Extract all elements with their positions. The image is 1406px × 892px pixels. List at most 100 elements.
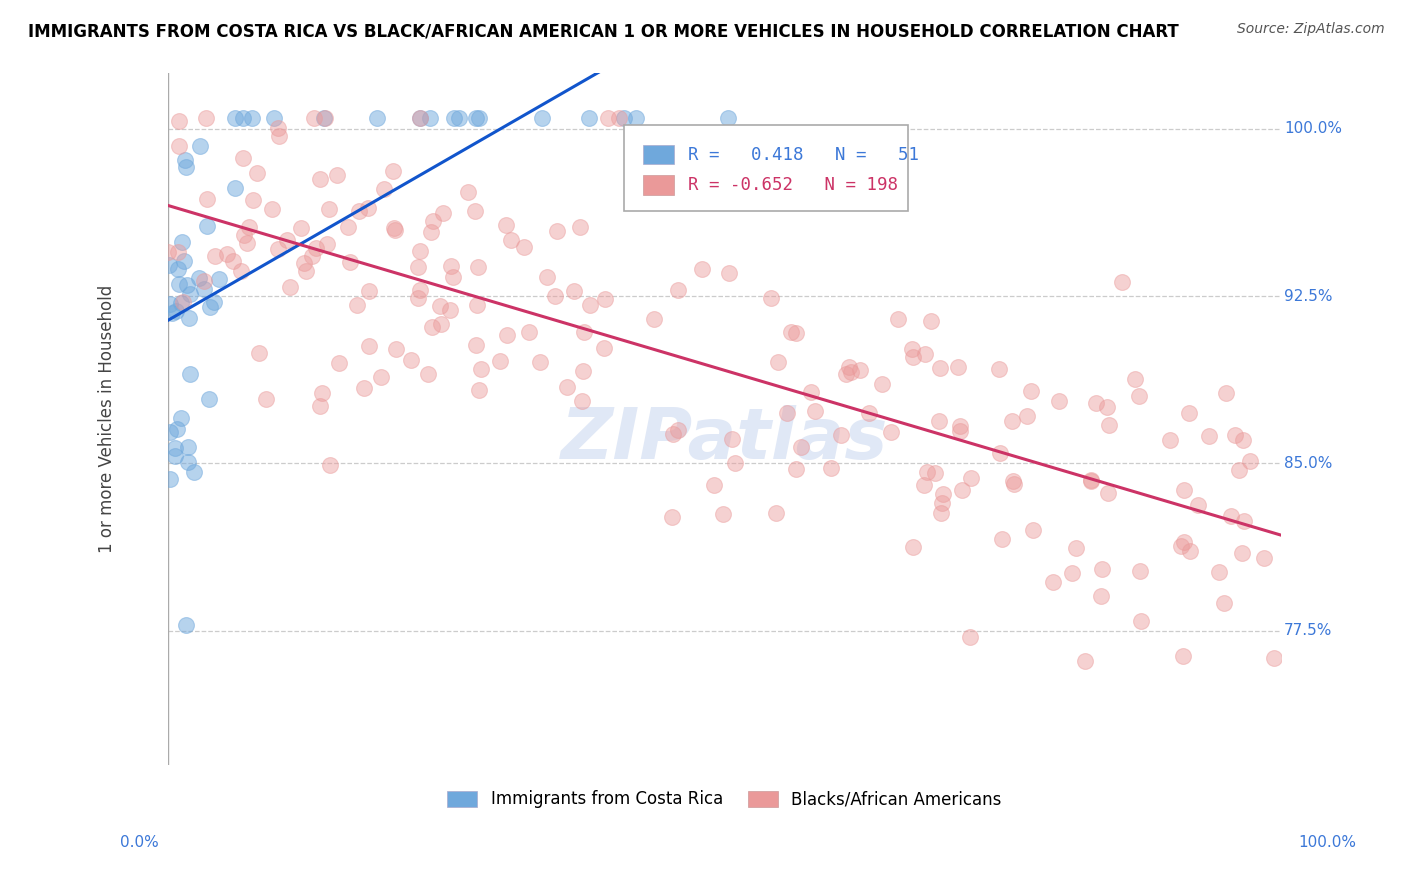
Point xyxy=(267,129,290,144)
Point xyxy=(959,630,981,644)
Point xyxy=(167,277,190,292)
Point xyxy=(314,111,336,125)
Point xyxy=(179,287,201,301)
Point xyxy=(311,385,333,400)
Point xyxy=(457,185,479,199)
Point xyxy=(1091,562,1114,576)
Point xyxy=(572,363,595,377)
Point xyxy=(1212,596,1234,610)
Point xyxy=(593,341,616,355)
Point xyxy=(439,303,461,318)
Point xyxy=(1159,434,1181,448)
Point xyxy=(501,233,523,247)
Point xyxy=(1002,474,1025,488)
Point xyxy=(555,380,578,394)
Point xyxy=(247,346,270,360)
Point xyxy=(238,219,260,234)
Point xyxy=(418,367,440,381)
Point xyxy=(901,351,924,365)
Point xyxy=(952,483,974,498)
Point xyxy=(1178,544,1201,558)
Point xyxy=(1074,653,1097,667)
Point xyxy=(946,359,969,374)
Point xyxy=(661,426,683,441)
Point xyxy=(172,294,194,309)
Point xyxy=(316,236,339,251)
Point xyxy=(1019,384,1042,398)
Point xyxy=(1084,396,1107,410)
Point xyxy=(562,284,585,298)
Point xyxy=(357,339,380,353)
Bar xyxy=(643,145,675,164)
Point xyxy=(195,192,218,206)
Point xyxy=(318,202,340,216)
Point xyxy=(574,325,596,339)
Point xyxy=(193,274,215,288)
Point xyxy=(236,236,259,251)
Point xyxy=(419,111,441,125)
Point xyxy=(1080,473,1102,487)
Point xyxy=(949,419,972,434)
Point xyxy=(167,139,190,153)
Point xyxy=(336,220,359,235)
Point xyxy=(385,342,408,356)
Point xyxy=(1171,648,1194,663)
Point xyxy=(200,300,222,314)
Point xyxy=(301,249,323,263)
Point xyxy=(176,440,198,454)
Point xyxy=(1253,551,1275,566)
Point xyxy=(295,264,318,278)
Text: 77.5%: 77.5% xyxy=(1284,624,1333,638)
Point xyxy=(163,441,186,455)
Point xyxy=(489,353,512,368)
Text: 85.0%: 85.0% xyxy=(1284,456,1333,471)
Point xyxy=(309,399,332,413)
Bar xyxy=(643,176,675,194)
Point xyxy=(718,266,741,280)
Point xyxy=(409,244,432,259)
Point xyxy=(159,472,181,486)
Point xyxy=(432,206,454,220)
Point xyxy=(276,233,298,247)
Point xyxy=(643,311,665,326)
Point xyxy=(170,296,193,310)
Point xyxy=(830,428,852,442)
Point xyxy=(834,367,856,381)
Point xyxy=(240,111,263,125)
Point xyxy=(366,111,388,125)
Point xyxy=(409,283,432,297)
Point xyxy=(290,221,312,235)
Point xyxy=(571,393,593,408)
Point xyxy=(1130,614,1153,628)
Point xyxy=(176,278,198,293)
Point xyxy=(607,111,630,125)
Point xyxy=(949,424,972,438)
Point xyxy=(406,292,429,306)
Point xyxy=(159,296,181,310)
Point xyxy=(198,392,221,406)
Point xyxy=(1062,566,1084,581)
Point xyxy=(578,111,600,125)
Point xyxy=(162,306,184,320)
Point xyxy=(568,220,591,235)
Point xyxy=(1239,454,1261,468)
Point xyxy=(914,346,936,360)
Point xyxy=(1047,393,1070,408)
Point xyxy=(174,160,197,174)
Point xyxy=(1002,476,1025,491)
Point xyxy=(183,465,205,479)
Point xyxy=(229,264,252,278)
Point xyxy=(468,111,491,125)
Point xyxy=(176,618,198,632)
Point xyxy=(346,298,368,312)
Point xyxy=(991,532,1014,546)
FancyBboxPatch shape xyxy=(624,125,908,211)
Point xyxy=(382,221,405,235)
Point xyxy=(429,299,451,313)
Point xyxy=(163,449,186,463)
Point xyxy=(167,113,190,128)
Point xyxy=(308,172,330,186)
Point xyxy=(263,111,285,125)
Point xyxy=(624,111,647,125)
Point xyxy=(260,202,283,216)
